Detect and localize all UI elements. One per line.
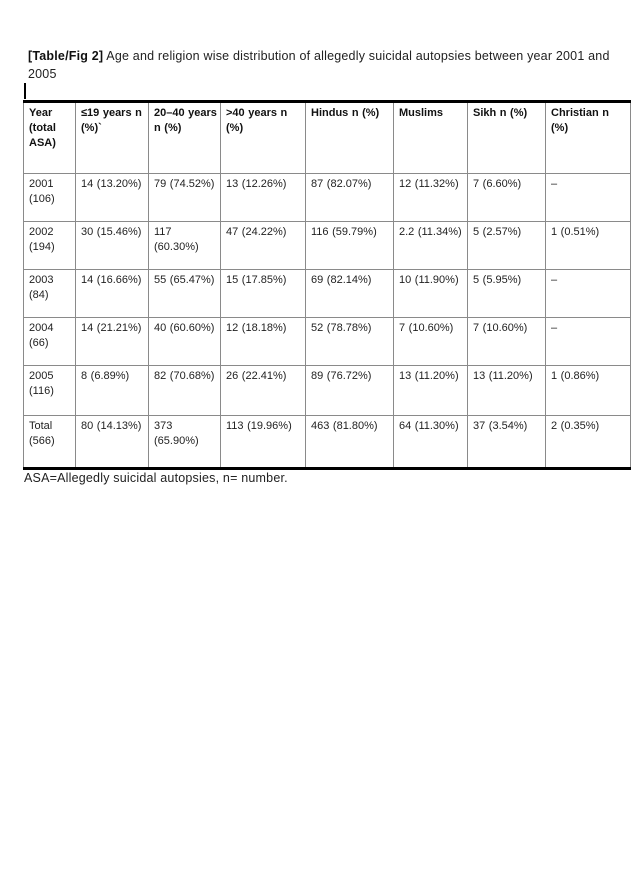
table-cell: 15 (17.85%) (220, 269, 306, 318)
table-cell: 1 (0.51%) (545, 221, 631, 270)
table-row-2003: 2003 (84) 14 (16.66%) 55 (65.47%) 15 (17… (23, 269, 631, 318)
table-cell: Total (566) (23, 415, 76, 469)
table-cell: 7 (6.60%) (467, 173, 546, 222)
table-cell: 52 (78.78%) (305, 317, 394, 366)
table-cell: 2 (0.35%) (545, 415, 631, 469)
text-cursor (24, 83, 26, 99)
table-cell: – (545, 269, 631, 318)
table-cell: 64 (11.30%) (393, 415, 468, 469)
table-cell: 373 (65.90%) (148, 415, 221, 469)
table-cell: 113 (19.96%) (220, 415, 306, 469)
column-header-20-40: 20–40 years n (%) (148, 101, 221, 174)
table-cell: 80 (14.13%) (75, 415, 149, 469)
table-cell: 2004 (66) (23, 317, 76, 366)
table-cell: 7 (10.60%) (467, 317, 546, 366)
table-cell: 463 (81.80%) (305, 415, 394, 469)
column-header-year: Year (total ASA) (23, 101, 76, 174)
column-header-hindus: Hindus n (%) (305, 101, 394, 174)
column-header-muslims: Muslims (393, 101, 468, 174)
table-cell: 37 (3.54%) (467, 415, 546, 469)
table-cell: 2.2 (11.34%) (393, 221, 468, 270)
table-fig-label: [Table/Fig 2] (28, 49, 104, 63)
table-cell: 47 (24.22%) (220, 221, 306, 270)
table-cell: 1 (0.86%) (545, 365, 631, 416)
table-cell: 55 (65.47%) (148, 269, 221, 318)
table-row-2005: 2005 (116) 8 (6.89%) 82 (70.68%) 26 (22.… (23, 365, 631, 416)
table-cell: 117 (60.30%) (148, 221, 221, 270)
table-cell: 13 (11.20%) (467, 365, 546, 416)
table-row-2002: 2002 (194) 30 (15.46%) 117 (60.30%) 47 (… (23, 221, 631, 270)
table-cell: 5 (2.57%) (467, 221, 546, 270)
column-header-christian: Christian n (%) (545, 101, 631, 174)
table-cell: 2003 (84) (23, 269, 76, 318)
table-cell: – (545, 317, 631, 366)
table-cell: 14 (21.21%) (75, 317, 149, 366)
table-cell: 26 (22.41%) (220, 365, 306, 416)
table-cell: 79 (74.52%) (148, 173, 221, 222)
table-cell: 12 (18.18%) (220, 317, 306, 366)
table-caption: [Table/Fig 2] Age and religion wise dist… (28, 47, 620, 83)
table-cell: 89 (76.72%) (305, 365, 394, 416)
table-cell: 2001 (106) (23, 173, 76, 222)
table-cell: 10 (11.90%) (393, 269, 468, 318)
column-header-sikh: Sikh n (%) (467, 101, 546, 174)
table-cell: 13 (12.26%) (220, 173, 306, 222)
table-footnote: ASA=Allegedly suicidal autopsies, n= num… (24, 471, 288, 485)
column-header-under19: ≤19 years n (%)` (75, 101, 149, 174)
table-cell: 116 (59.79%) (305, 221, 394, 270)
table-cell: 8 (6.89%) (75, 365, 149, 416)
table-cell: 7 (10.60%) (393, 317, 468, 366)
table-cell: 14 (16.66%) (75, 269, 149, 318)
table-header-row: Year (total ASA) ≤19 years n (%)` 20–40 … (23, 101, 631, 174)
table-cell: 82 (70.68%) (148, 365, 221, 416)
autopsy-distribution-table: Year (total ASA) ≤19 years n (%)` 20–40 … (23, 100, 631, 470)
table-cell: 12 (11.32%) (393, 173, 468, 222)
table-cell: 14 (13.20%) (75, 173, 149, 222)
table-cell: 30 (15.46%) (75, 221, 149, 270)
column-header-over40: >40 years n (%) (220, 101, 306, 174)
table-cell: – (545, 173, 631, 222)
table-caption-text: Age and religion wise distribution of al… (28, 49, 610, 81)
table-row-total: Total (566) 80 (14.13%) 373 (65.90%) 113… (23, 415, 631, 469)
table-row-2001: 2001 (106) 14 (13.20%) 79 (74.52%) 13 (1… (23, 173, 631, 222)
table-cell: 2002 (194) (23, 221, 76, 270)
table-cell: 5 (5.95%) (467, 269, 546, 318)
table-cell: 40 (60.60%) (148, 317, 221, 366)
table-cell: 87 (82.07%) (305, 173, 394, 222)
table-cell: 69 (82.14%) (305, 269, 394, 318)
table-row-2004: 2004 (66) 14 (21.21%) 40 (60.60%) 12 (18… (23, 317, 631, 366)
table-cell: 13 (11.20%) (393, 365, 468, 416)
table-cell: 2005 (116) (23, 365, 76, 416)
